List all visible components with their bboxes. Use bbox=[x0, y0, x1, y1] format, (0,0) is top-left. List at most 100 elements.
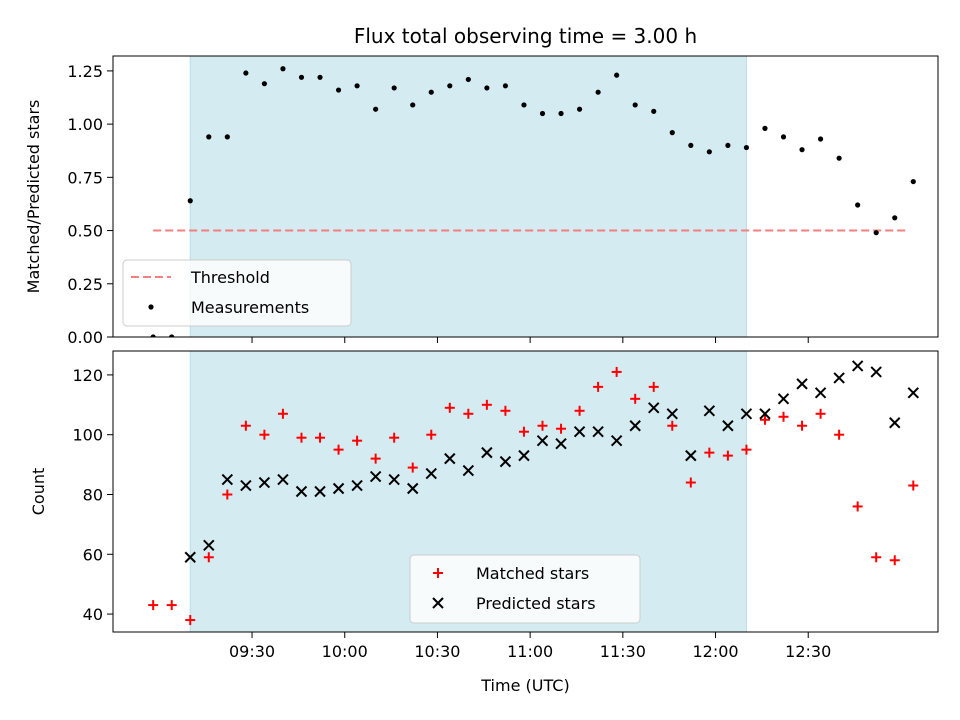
legend-measurements-swatch bbox=[148, 304, 154, 310]
measurement-point bbox=[836, 155, 842, 161]
predicted-star-point bbox=[388, 473, 400, 486]
x-tick-label: 10:00 bbox=[322, 642, 368, 661]
predicted-star-point bbox=[629, 420, 641, 432]
x-b bbox=[814, 387, 827, 399]
measurement-point bbox=[817, 136, 824, 142]
legend-matched-swatch bbox=[433, 568, 443, 578]
x-b bbox=[555, 437, 567, 450]
predicted-star-point bbox=[666, 408, 678, 420]
y-tick-label: 1.25 bbox=[67, 62, 103, 81]
matched-star-point bbox=[593, 381, 604, 392]
measurement-point bbox=[558, 110, 564, 117]
matched-star-point bbox=[722, 450, 733, 461]
predicted-star-point bbox=[796, 378, 808, 390]
matched-star-point bbox=[222, 489, 233, 500]
x-b bbox=[889, 417, 901, 429]
bottom-y-axis-label: Count bbox=[29, 468, 48, 516]
predicted-star-point bbox=[221, 473, 234, 486]
x-b bbox=[258, 476, 271, 489]
x-b bbox=[518, 449, 530, 462]
legend-threshold-label: Threshold bbox=[190, 268, 270, 287]
x-b bbox=[703, 405, 716, 417]
measurement-point bbox=[335, 87, 342, 93]
x-b bbox=[573, 426, 586, 438]
predicted-star-point bbox=[314, 485, 326, 498]
matched-star-point bbox=[759, 414, 770, 425]
x-b bbox=[203, 539, 215, 552]
predicted-star-point bbox=[481, 446, 493, 459]
matched-star-point bbox=[240, 420, 251, 431]
x-b bbox=[314, 485, 326, 498]
measurement-point bbox=[373, 106, 379, 112]
measurement-point bbox=[688, 142, 694, 149]
matched-star-point bbox=[648, 381, 659, 392]
y-tick-label: 60 bbox=[83, 545, 103, 564]
measurement-point bbox=[187, 198, 193, 204]
predicted-star-point bbox=[425, 467, 437, 480]
measurement-point bbox=[651, 108, 657, 114]
predicted-star-point bbox=[518, 449, 530, 462]
matched-star-point bbox=[277, 408, 288, 419]
x-b bbox=[221, 473, 234, 486]
x-tick-label: 11:00 bbox=[507, 642, 553, 661]
x-b bbox=[629, 420, 641, 432]
matched-star-point bbox=[148, 600, 159, 611]
predicted-star-point bbox=[592, 426, 604, 438]
measurement-point bbox=[576, 106, 583, 112]
matched-star-point bbox=[667, 420, 678, 431]
predicted-star-point bbox=[759, 408, 771, 420]
matched-star-point bbox=[741, 444, 752, 455]
predicted-star-point bbox=[703, 405, 716, 417]
matched-star-point bbox=[630, 393, 641, 404]
matched-star-point bbox=[815, 408, 826, 419]
measurement-point bbox=[410, 102, 416, 108]
measurement-point bbox=[743, 144, 750, 151]
chart-title: Flux total observing time = 3.00 h bbox=[354, 24, 697, 48]
measurement-point bbox=[298, 74, 305, 80]
y-tick-label: 120 bbox=[72, 366, 103, 385]
predicted-star-point bbox=[369, 470, 382, 483]
matched-star-point bbox=[778, 411, 789, 422]
predicted-star-point bbox=[407, 482, 419, 495]
x-b bbox=[388, 473, 400, 486]
matched-star-point bbox=[315, 432, 326, 443]
axes-frame bbox=[112, 55, 939, 338]
predicted-star-point bbox=[833, 372, 845, 384]
y-tick-label: 100 bbox=[72, 426, 103, 445]
x-b bbox=[740, 408, 753, 420]
x-b bbox=[481, 446, 493, 459]
x-b bbox=[648, 402, 660, 414]
x-b bbox=[277, 473, 289, 486]
x-b bbox=[444, 452, 456, 465]
matched-star-point bbox=[611, 366, 622, 377]
x-b bbox=[851, 360, 864, 372]
plot-area bbox=[150, 66, 916, 337]
matched-star-point bbox=[500, 405, 511, 416]
measurement-point bbox=[354, 83, 360, 89]
predicted-star-point bbox=[610, 434, 623, 447]
axes-frame bbox=[112, 350, 939, 633]
x-tick-label: 09:30 bbox=[229, 642, 275, 661]
x-b bbox=[777, 393, 790, 405]
x-b bbox=[432, 597, 444, 609]
x-b bbox=[332, 482, 345, 495]
measurement-point bbox=[206, 134, 212, 140]
x-b bbox=[240, 479, 252, 492]
measurement-point bbox=[447, 83, 453, 89]
x-b bbox=[666, 408, 678, 420]
y-tick-label: 40 bbox=[83, 605, 103, 624]
bottom-panel: 40 60 80 100 120 09:30 10:00 10:30 11:00 11:30 12:… bbox=[72, 350, 939, 661]
matched-star-point bbox=[389, 432, 400, 443]
matched-star-point bbox=[444, 402, 455, 413]
matched-star-point bbox=[834, 429, 845, 440]
legend-box bbox=[409, 554, 641, 624]
x-b bbox=[184, 551, 196, 563]
predicted-star-point bbox=[685, 449, 697, 462]
measurement-point bbox=[243, 70, 249, 76]
matched-star-point bbox=[797, 420, 808, 431]
measurement-point bbox=[465, 76, 471, 83]
x-b bbox=[833, 372, 845, 384]
matched-star-point bbox=[871, 552, 882, 563]
measurement-point bbox=[632, 102, 638, 108]
measurement-point bbox=[855, 202, 861, 208]
